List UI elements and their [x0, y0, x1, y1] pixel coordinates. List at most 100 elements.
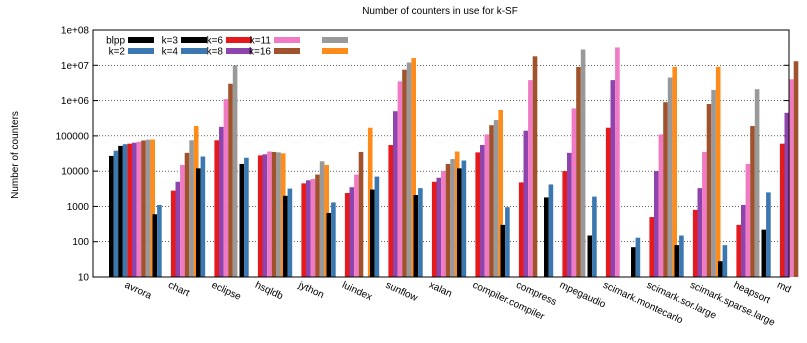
bar-jython-k=11: [310, 178, 316, 277]
bar-mpegaudio-k=2: [548, 184, 554, 277]
bar-eclipse-k=11b: [232, 65, 238, 278]
bar-compiler.compiler-k=16: [489, 125, 494, 278]
bar-sunflow-k=6: [388, 145, 393, 277]
x-tick-label-6: sunflow: [384, 280, 420, 305]
y-tick-label-0: 10: [78, 273, 90, 284]
bar-luindex-k=6: [344, 193, 350, 277]
y-tick-label-5: 1e+06: [61, 96, 90, 107]
bar-scimark.sor.large-k=11b: [667, 77, 673, 277]
bar-scimark.sor.large-blpp: [631, 247, 636, 277]
x-tick-label-1: chart: [166, 280, 191, 299]
bar-hsqldb-k=6: [257, 155, 263, 277]
bar-scimark.sparse.large-blpp: [674, 245, 680, 277]
bar-heapsort-blpp: [718, 261, 723, 277]
bar-scimark.sparse.large-k=16: [706, 103, 712, 277]
bar-luindex-k=16: [358, 151, 364, 277]
bar-compress-blpp: [500, 224, 506, 277]
x-tick-label-11: scimark.montecarlo: [601, 280, 685, 327]
y-tick-label-4: 100000: [56, 131, 90, 142]
legend-label-7: k=16: [249, 47, 271, 58]
bar-xalan-k=11: [441, 171, 446, 277]
bar-xalan-k=11b: [450, 159, 455, 277]
bar-hsqldb-k=16: [271, 151, 277, 277]
legend-swatch-7: [274, 48, 300, 54]
legend-label-2: k=3: [162, 36, 179, 47]
bar-compiler.compiler-k=11b: [493, 120, 499, 277]
bar-eclipse-k=8: [219, 126, 224, 277]
x-tick-label-8: compiler.compiler: [471, 280, 547, 323]
bar-hsqldb-k=8: [262, 154, 268, 277]
legend-label-5: k=8: [207, 47, 224, 58]
bar-chart-blpp: [152, 214, 158, 277]
bar-scimark.sparse.large-k=2: [679, 235, 684, 277]
legend-swatch-1: [128, 48, 154, 54]
bar-hsqldb-k=11: [267, 151, 272, 277]
y-tick-label-6: 1e+07: [61, 61, 90, 72]
bar-compiler.compiler-blpp: [457, 168, 462, 277]
bar-avrora-k=6: [127, 143, 132, 277]
bar-compiler.compiler-k=16b: [498, 110, 503, 278]
bar-heapsort-k=2: [722, 245, 728, 277]
legend-label-0: blpp: [106, 36, 125, 47]
bar-md-k=11: [789, 79, 794, 278]
bar-compress-k=2: [505, 207, 510, 277]
bar-md-k=8: [784, 112, 790, 277]
bar-mpegaudio-k=6: [562, 171, 567, 277]
bar-sunflow-k=2: [374, 176, 380, 277]
bar-scimark.montecarlo-k=11: [615, 47, 620, 277]
bar-jython-k=11b: [319, 161, 325, 277]
y-tick-label-1: 100: [72, 237, 89, 248]
bar-sunflow-k=8: [393, 111, 398, 278]
bar-compiler.compiler-k=11: [484, 134, 490, 277]
bars: [109, 47, 799, 278]
bar-chart-k=16: [184, 152, 190, 277]
bar-heapsort-k=16: [750, 126, 755, 278]
bar-jython-k=2: [287, 188, 293, 277]
bar-heapsort-k=8: [741, 204, 746, 277]
bar-hsqldb-k=2: [244, 157, 249, 277]
bar-compiler.compiler-k=6: [475, 152, 480, 277]
bar-mpegaudio-k=8: [567, 152, 572, 277]
bar-compress-k=11: [528, 80, 533, 278]
bar-scimark.sor.large-k=6: [649, 217, 654, 277]
x-axis-labels: avrora chart eclipse hsqldb jython luindex sun…: [123, 279, 793, 329]
bar-avrora-k=16: [141, 140, 146, 277]
bar-xalan-blpp: [413, 195, 419, 277]
bar-hsqldb-k=11b: [276, 152, 281, 277]
bar-eclipse-k=2: [200, 156, 206, 277]
bar-avrora-blpp: [109, 155, 114, 277]
bar-sunflow-k=11: [397, 81, 403, 277]
bar-xalan-k=16: [445, 163, 451, 277]
bar-mpegaudio-k=11b: [580, 49, 586, 278]
bar-avrora-k=11b: [145, 139, 151, 277]
legend-swatch-2: [181, 37, 207, 43]
bar-jython-k=16: [315, 174, 320, 277]
bar-heapsort-k=11b: [754, 89, 760, 277]
bar-scimark.montecarlo-blpp: [587, 235, 593, 277]
bar-chart-k=11: [180, 164, 185, 277]
bar-mpegaudio-k=16: [576, 66, 581, 277]
legend-label-6: k=11: [250, 36, 272, 47]
bar-chart-k=8: [175, 181, 181, 277]
bar-compress-k=16: [532, 56, 538, 277]
bar-avrora-k=8: [132, 142, 137, 277]
bar-heapsort-k=6: [736, 224, 741, 277]
legend-swatch-4: [226, 37, 252, 43]
bar-avrora-k=2: [113, 150, 119, 277]
bar-heapsort-k=11: [745, 163, 751, 277]
legend-label-4: k=6: [207, 36, 224, 47]
bar-xalan-k=8: [436, 177, 442, 277]
bar-avrora-k=16b: [150, 139, 155, 277]
bar-luindex-blpp: [326, 213, 332, 277]
bar-jython-k=8: [306, 180, 311, 277]
x-tick-label-4: jython: [296, 279, 326, 301]
bar-scimark.sparse.large-k=6: [692, 209, 698, 277]
bar-compiler.compiler-k=2: [461, 160, 467, 277]
bar-scimark.sor.large-k=8: [654, 171, 659, 277]
bar-xalan-k=2: [418, 188, 423, 277]
bar-avrora-k=3: [118, 145, 123, 277]
bar-scimark.montecarlo-k=8: [610, 80, 616, 278]
bar-scimark.sor.large-k=11: [658, 134, 664, 277]
